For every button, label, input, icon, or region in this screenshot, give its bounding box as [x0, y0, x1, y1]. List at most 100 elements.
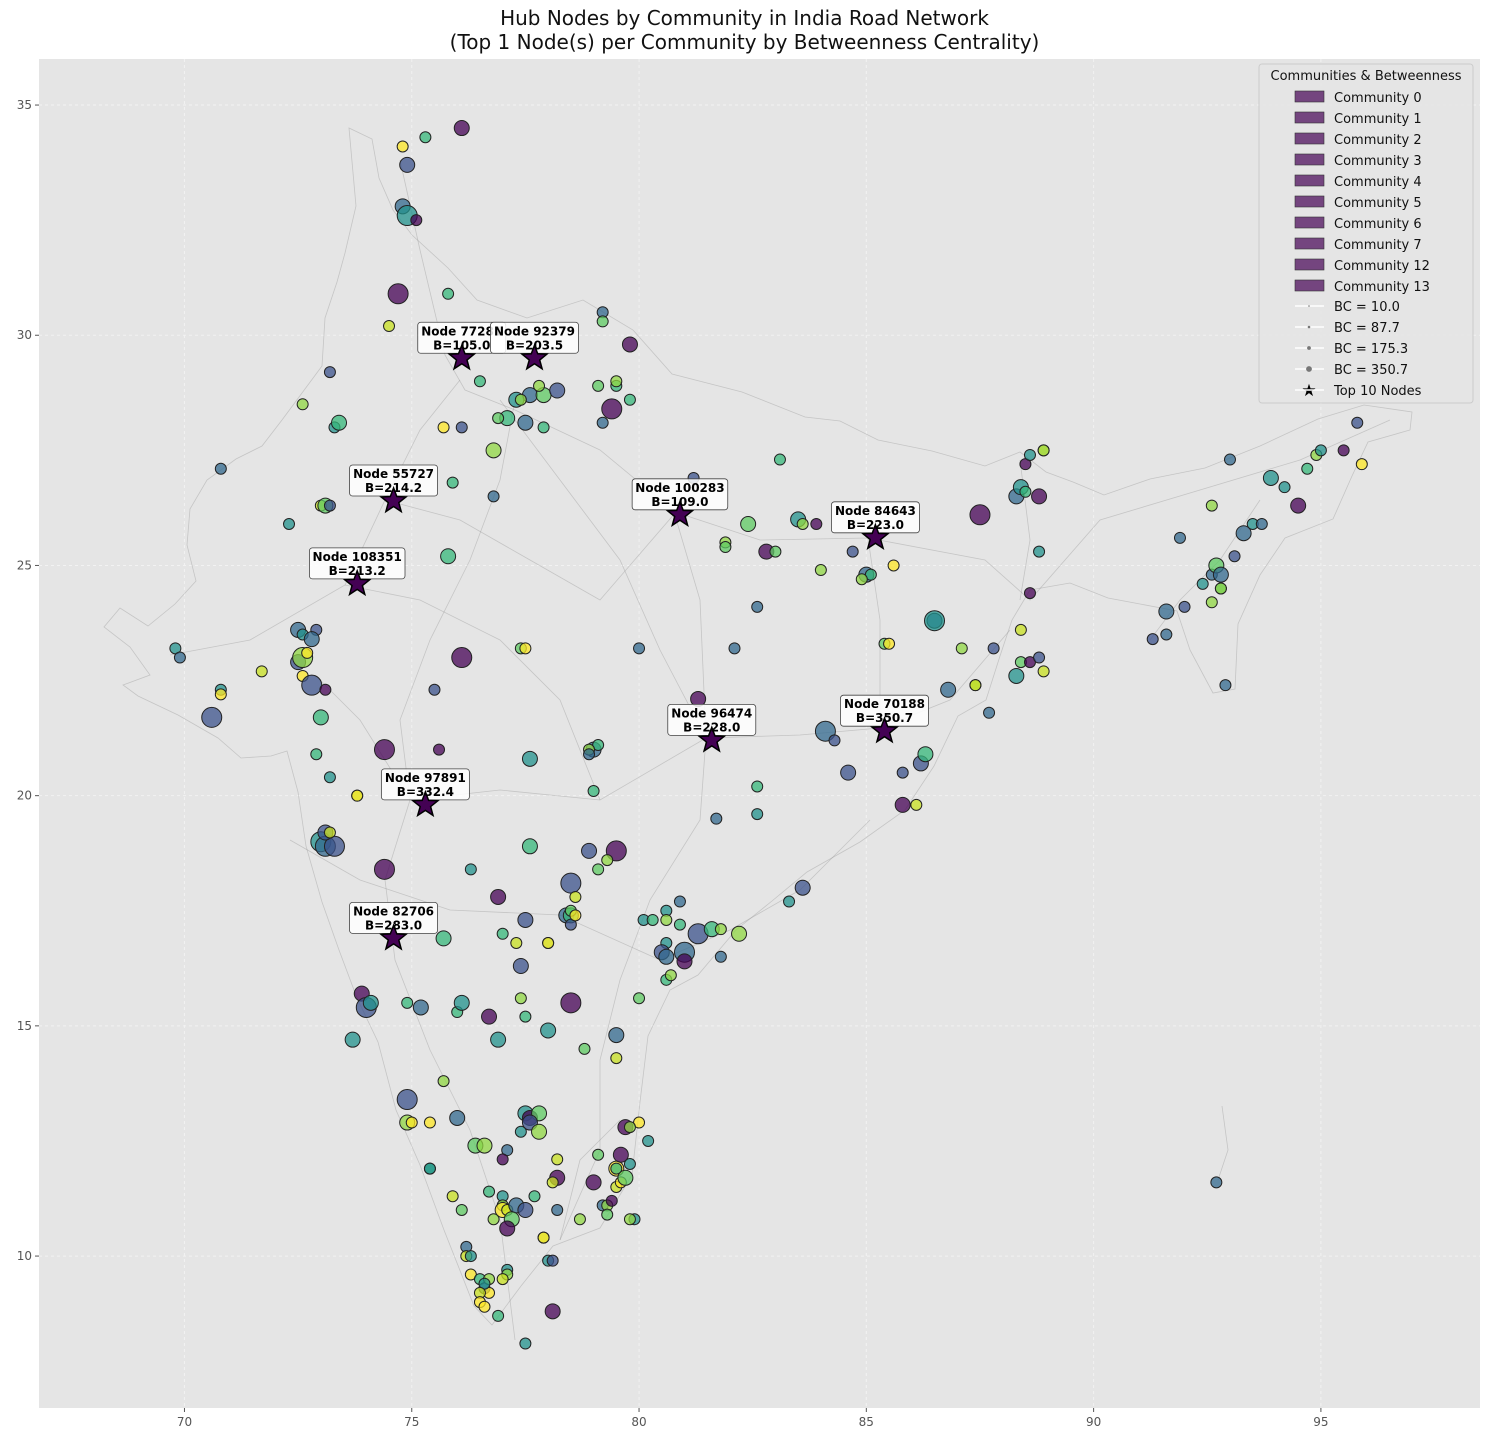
community-node [437, 421, 450, 434]
legend-patch [1294, 132, 1325, 145]
title-line-1: Hub Nodes by Community in India Road Net… [500, 6, 989, 30]
community-node [1178, 600, 1191, 613]
legend-size-marker [1308, 305, 1310, 307]
community-node [581, 842, 598, 859]
community-node [401, 996, 414, 1009]
hub-label-name: Node 77281 [421, 324, 502, 338]
community-node [521, 750, 538, 767]
community-node [323, 826, 336, 839]
community-node [728, 642, 741, 655]
grid [39, 59, 1480, 1408]
legend-patch [1294, 195, 1325, 208]
community-node [481, 1008, 498, 1025]
community-node [331, 414, 348, 431]
community-node [537, 1231, 550, 1244]
community-node [405, 1116, 418, 1129]
legend-box [1258, 63, 1474, 404]
community-node [1146, 633, 1159, 646]
community-node [883, 637, 896, 650]
community-node [396, 1089, 418, 1111]
community-node [473, 375, 486, 388]
community-node [810, 518, 823, 531]
legend-title: Communities & Betweenness [1271, 69, 1462, 84]
community-node [373, 858, 395, 880]
community-node [1014, 623, 1027, 636]
community-node [301, 646, 314, 659]
community-node [399, 156, 416, 173]
community-node [310, 748, 323, 761]
community-node [646, 913, 659, 926]
community-node [585, 1174, 602, 1191]
community-node [987, 642, 1000, 655]
community-node [596, 416, 609, 429]
community-node [769, 545, 782, 558]
community-node [433, 743, 446, 756]
community-node [517, 1202, 534, 1219]
legend-community-entry: Community 3 [1294, 153, 1422, 169]
community-node [610, 375, 623, 388]
hub-label-bc: B=105.0 [433, 338, 490, 352]
community-node [428, 683, 441, 696]
community-node [451, 647, 473, 669]
legend-community-label: Community 0 [1334, 91, 1422, 106]
community-node [490, 888, 507, 905]
community-node [846, 545, 859, 558]
community-node [1160, 628, 1173, 641]
community-node [528, 1190, 541, 1203]
community-node [1235, 525, 1252, 542]
hub-label-bc: B=283.0 [365, 918, 422, 932]
community-node [783, 895, 796, 908]
hub-label-bc: B=332.4 [397, 785, 454, 799]
community-node [351, 789, 364, 802]
plot-background [39, 59, 1480, 1408]
community-node [794, 879, 811, 896]
community-node [1033, 545, 1046, 558]
community-node [1019, 485, 1032, 498]
community-node [453, 120, 470, 137]
legend-community-label: Community 1 [1334, 112, 1422, 127]
community-node [676, 953, 693, 970]
y-tick-label: 25 [17, 558, 32, 572]
legend-community-entry: Community 7 [1294, 237, 1422, 253]
community-node [601, 398, 623, 420]
community-node [496, 927, 509, 940]
community-node [440, 548, 457, 565]
community-node [201, 706, 223, 728]
community-node [601, 854, 614, 867]
community-node [419, 131, 432, 144]
legend-bc-entry: BC = 87.7 [1295, 321, 1400, 336]
community-node [521, 838, 538, 855]
community-node [442, 287, 455, 300]
x-tick-label: 75 [404, 1415, 419, 1429]
community-node [894, 796, 911, 813]
legend-communities: Community 0 Community 1 Community 2 Communi… [1294, 90, 1430, 295]
hub-label-bc: B=350.7 [856, 711, 913, 725]
y-tick-label: 15 [17, 1019, 32, 1033]
community-node [487, 1213, 500, 1226]
x-tick-label: 95 [1313, 1415, 1328, 1429]
legend-community-label: Community 12 [1334, 259, 1430, 274]
community-node [710, 812, 723, 825]
community-node [612, 1146, 629, 1163]
community-node [1223, 453, 1236, 466]
community-node [323, 499, 336, 512]
legend-community-entry: Community 2 [1294, 132, 1422, 148]
community-node [453, 994, 470, 1011]
legend-community-label: Community 5 [1334, 196, 1422, 211]
hub-star-icon [379, 485, 408, 514]
legend-community-label: Community 3 [1334, 154, 1422, 169]
x-tick-label: 85 [859, 1415, 874, 1429]
community-node [296, 398, 309, 411]
community-node [519, 1337, 532, 1350]
community-node [601, 1208, 614, 1221]
y-tick-label: 20 [17, 789, 32, 803]
legend: Communities & Betweenness Community 0Com… [1258, 63, 1474, 404]
community-node [1255, 518, 1268, 531]
hub-label-bc: B=109.0 [651, 495, 708, 509]
legend-community-label: Community 4 [1334, 175, 1422, 190]
community-node [1228, 550, 1241, 563]
legend-patch [1294, 111, 1325, 124]
community-node [569, 890, 582, 903]
